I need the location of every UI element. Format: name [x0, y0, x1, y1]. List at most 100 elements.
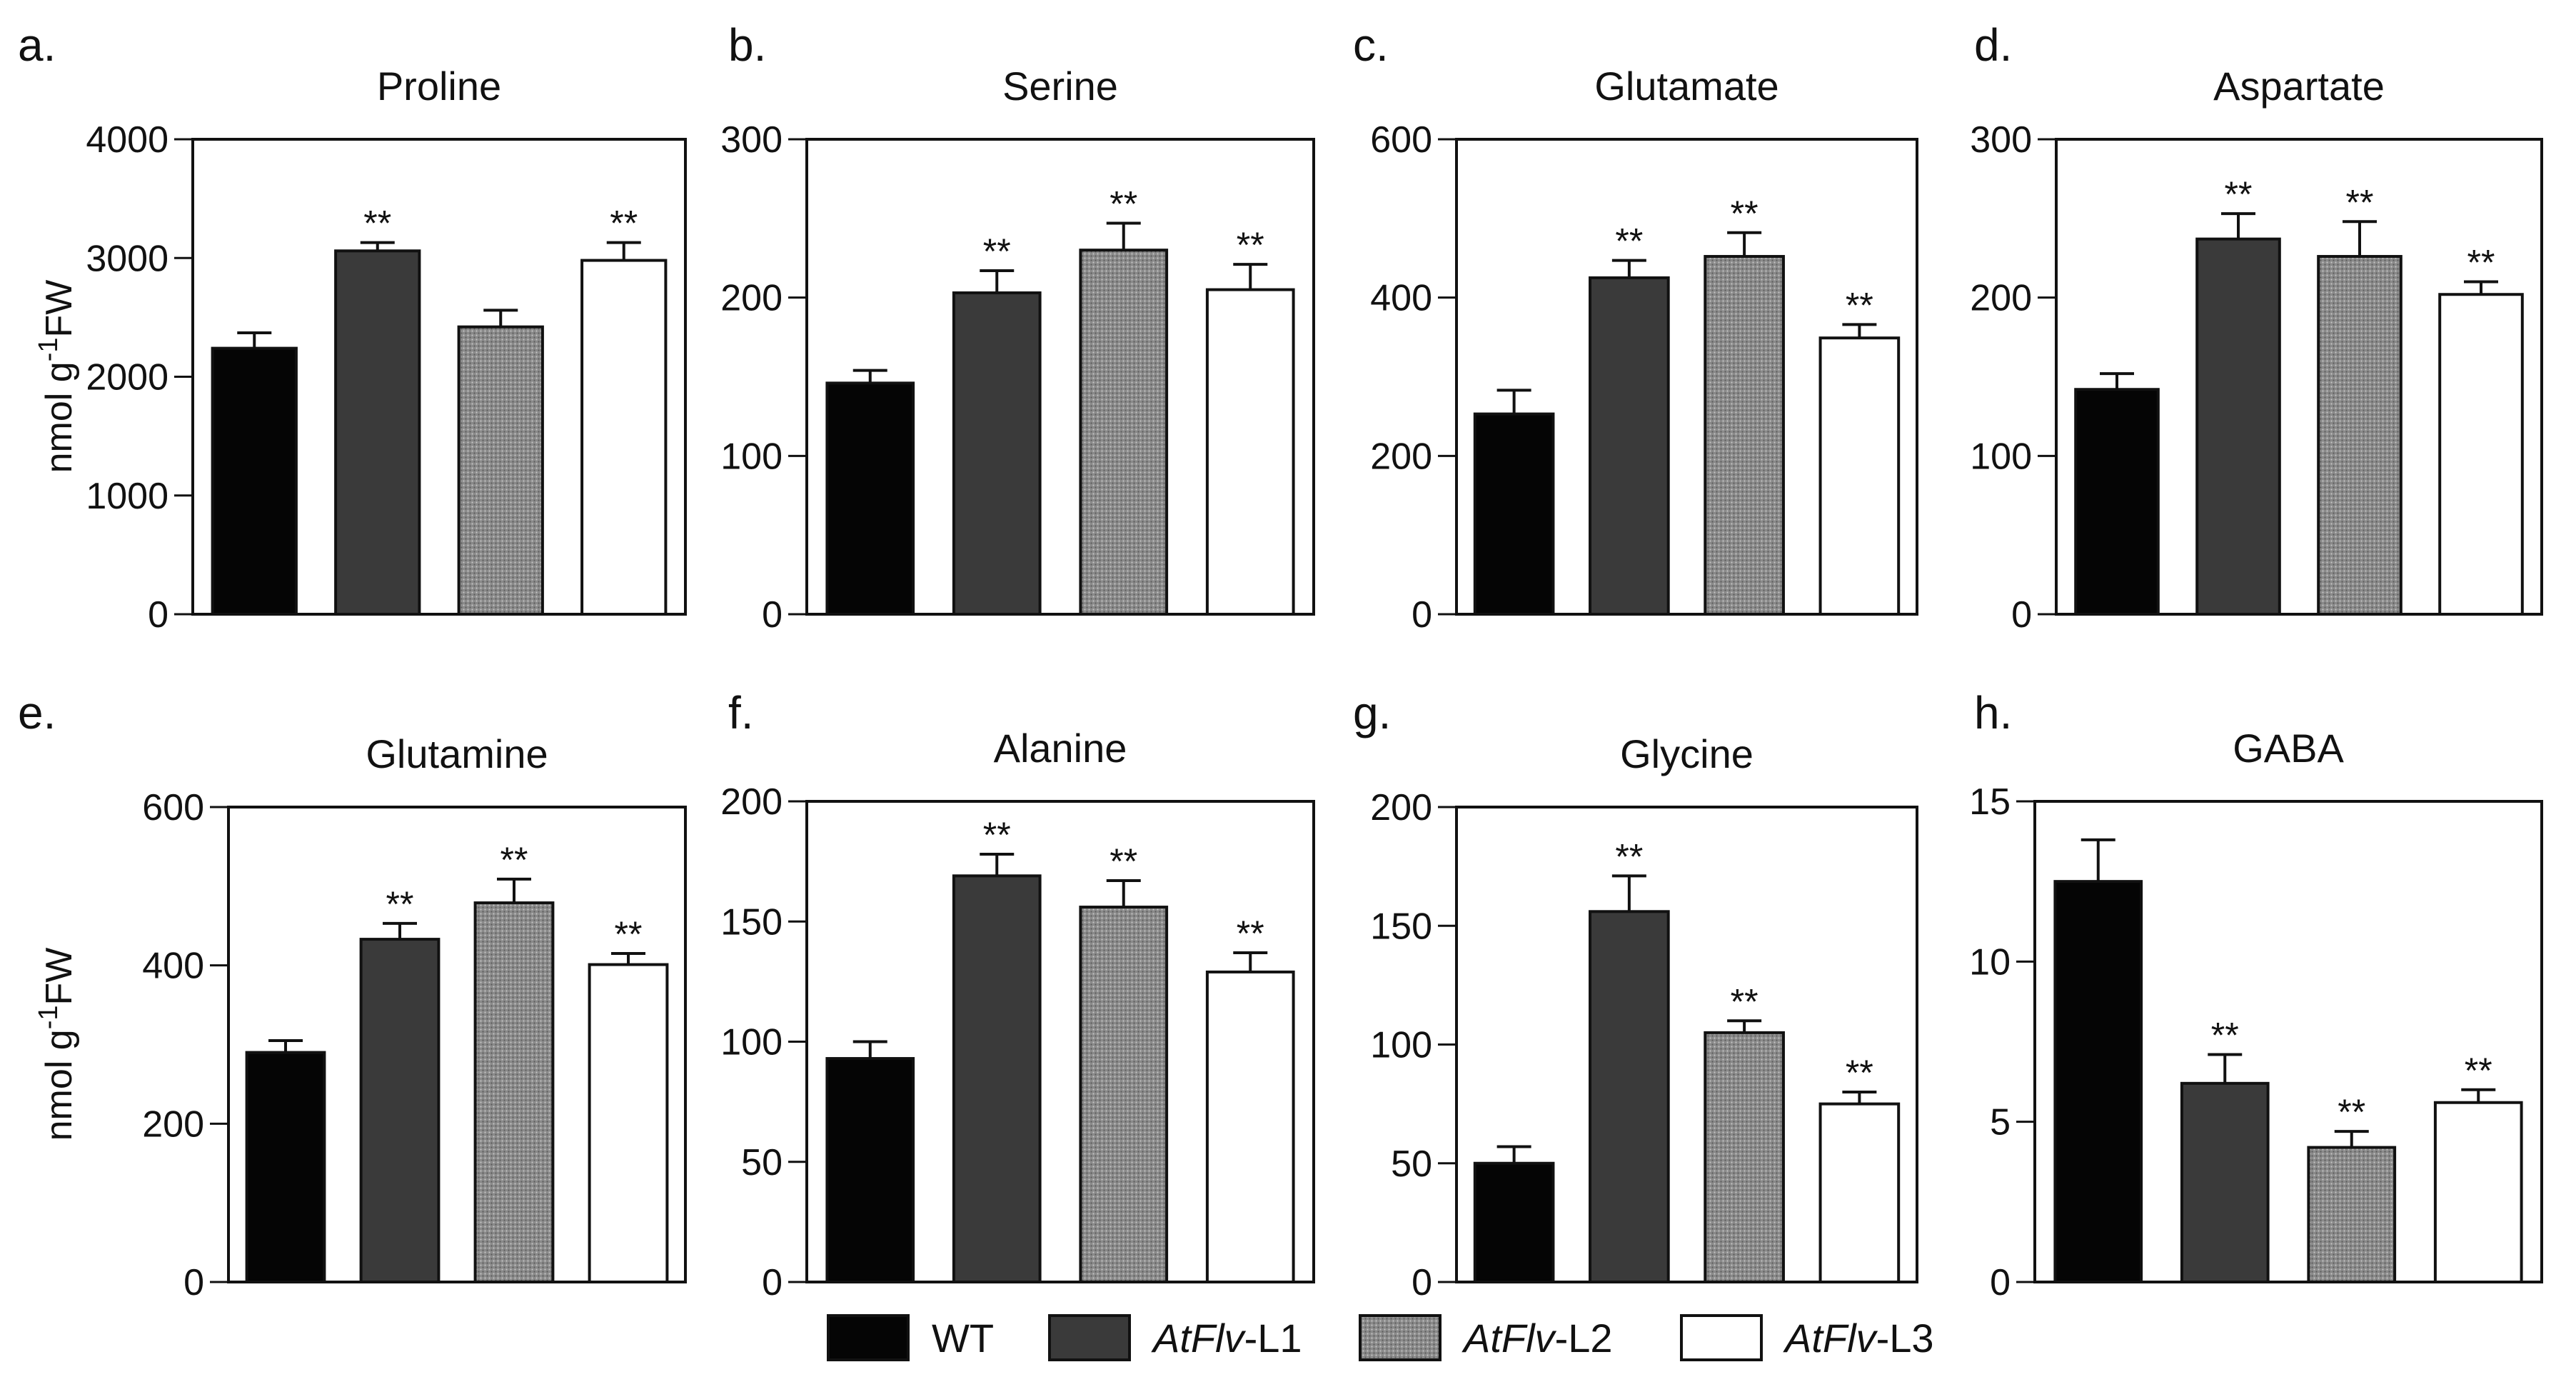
- bar-glycine-wt: [1473, 1161, 1555, 1283]
- significance-label-serine-atflv-l1: **: [983, 231, 1011, 271]
- significance-label-alanine-atflv-l1: **: [983, 815, 1011, 855]
- bar-gaba-atflv-l1: [2180, 1081, 2270, 1283]
- y-tick-label-aspartate-3: 300: [1970, 119, 2032, 161]
- bar-aspartate-atflv-l2: [2317, 255, 2403, 616]
- y-tick-label-gaba-2: 10: [1969, 941, 2011, 983]
- significance-label-glutamine-atflv-l2: **: [500, 840, 528, 880]
- significance-label-serine-atflv-l2: **: [1110, 184, 1137, 224]
- panel-letter-proline: a.: [18, 19, 56, 71]
- panel-title-glutamate: Glutamate: [1594, 64, 1778, 109]
- bar-glutamine-atflv-l3: [588, 963, 669, 1284]
- y-tick-label-glutamine-0: 0: [183, 1262, 204, 1303]
- panel-aspartate: d. Aspartate 0 100 200 300 ** ** **: [1970, 19, 2543, 636]
- significance-label-glutamate-atflv-l3: **: [1846, 285, 1873, 325]
- panel-alanine: f. Alanine 0 50 100 150 200 ** ** **: [720, 687, 1315, 1303]
- bar-glutamate-atflv-l2: [1704, 255, 1785, 616]
- panel-title-proline: Proline: [377, 64, 501, 109]
- legend-label-atflv-l3: AtFlv-L3: [1783, 1316, 1934, 1361]
- bar-gaba-atflv-l3: [2433, 1101, 2523, 1284]
- y-tick-label-glutamate-0: 0: [1412, 594, 1432, 636]
- bar-gaba-wt: [2053, 880, 2143, 1283]
- legend-swatch-atflv-l3: [1680, 1314, 1763, 1361]
- significance-label-glycine-atflv-l3: **: [1846, 1053, 1873, 1093]
- y-tick-label-alanine-4: 200: [720, 781, 783, 823]
- y-tick-label-gaba-0: 0: [1990, 1262, 2011, 1303]
- significance-label-aspartate-atflv-l3: **: [2467, 243, 2495, 283]
- panel-letter-alanine: f.: [728, 687, 754, 738]
- legend-label-atflv-l2: AtFlv-L2: [1461, 1316, 1613, 1361]
- legend-label-wt: WT: [932, 1316, 994, 1361]
- y-tick-label-proline-1: 1000: [86, 476, 168, 517]
- plot-frame-aspartate: [2055, 138, 2543, 616]
- y-tick-label-glycine-0: 0: [1412, 1262, 1432, 1303]
- plot-frame-glutamate: [1455, 138, 1918, 616]
- panel-gaba: h. GABA 0 5 10 15 ** ** **: [1969, 687, 2543, 1303]
- plot-frame-proline: [191, 138, 687, 616]
- significance-label-alanine-atflv-l3: **: [1237, 913, 1264, 953]
- bar-alanine-wt: [825, 1057, 915, 1284]
- panel-title-gaba: GABA: [2233, 726, 2344, 771]
- panel-title-glutamine: Glutamine: [366, 731, 548, 776]
- panel-letter-glutamine: e.: [18, 687, 56, 738]
- bar-aspartate-atflv-l3: [2438, 293, 2524, 616]
- y-tick-label-alanine-3: 150: [720, 901, 783, 943]
- panel-title-alanine: Alanine: [994, 726, 1127, 771]
- y-tick-label-glutamine-2: 400: [142, 946, 204, 987]
- bar-alanine-atflv-l1: [952, 874, 1042, 1283]
- significance-label-alanine-atflv-l2: **: [1110, 841, 1137, 881]
- y-tick-label-serine-2: 200: [720, 278, 783, 319]
- panel-glycine: g. Glycine 0 50 100 150 200 ** ** **: [1353, 687, 1918, 1303]
- bar-glutamate-atflv-l1: [1589, 276, 1670, 616]
- panel-letter-aspartate: d.: [1974, 19, 2012, 71]
- plot-frame-glutamine: [227, 806, 687, 1283]
- bar-alanine-atflv-l2: [1079, 906, 1169, 1284]
- panel-title-glycine: Glycine: [1620, 731, 1754, 776]
- y-tick-label-proline-2: 2000: [86, 357, 168, 399]
- significance-label-proline-atflv-l1: **: [363, 204, 391, 244]
- legend-label-atflv-l1: AtFlv-L1: [1151, 1316, 1302, 1361]
- panel-proline: a. Proline nmol g-1FW 0 1000 2000 3000 4000 ** **: [18, 19, 687, 636]
- y-tick-label-glutamate-3: 600: [1370, 119, 1432, 161]
- y-tick-label-serine-0: 0: [762, 594, 783, 636]
- y-tick-label-gaba-1: 5: [1990, 1102, 2011, 1143]
- y-tick-label-alanine-0: 0: [762, 1262, 783, 1303]
- significance-label-proline-atflv-l3: **: [610, 204, 638, 244]
- bar-glutamine-atflv-l2: [473, 901, 555, 1283]
- panel-letter-serine: b.: [728, 19, 766, 71]
- significance-label-glycine-atflv-l2: **: [1731, 981, 1759, 1021]
- bar-proline-atflv-l2: [457, 325, 544, 616]
- plot-frame-serine: [805, 138, 1315, 616]
- significance-label-glycine-atflv-l1: **: [1615, 836, 1643, 876]
- y-tick-label-alanine-1: 50: [741, 1142, 783, 1183]
- bar-serine-atflv-l1: [952, 291, 1042, 616]
- significance-label-glutamine-atflv-l3: **: [615, 914, 643, 954]
- bar-glycine-atflv-l2: [1704, 1031, 1785, 1283]
- bar-glycine-atflv-l3: [1818, 1102, 1901, 1283]
- bar-glutamine-atflv-l1: [359, 938, 441, 1283]
- significance-label-gaba-atflv-l3: **: [2465, 1051, 2492, 1091]
- panel-letter-glycine: g.: [1353, 687, 1391, 738]
- bar-proline-atflv-l1: [334, 249, 421, 616]
- significance-label-serine-atflv-l3: **: [1237, 225, 1264, 265]
- legend-swatch-atflv-l2: [1359, 1314, 1442, 1361]
- significance-label-aspartate-atflv-l1: **: [2225, 174, 2253, 214]
- bar-glycine-atflv-l1: [1589, 910, 1670, 1284]
- plot-frame-alanine: [805, 800, 1315, 1283]
- panel-serine: b. Serine 0 100 200 300 ** ** **: [720, 19, 1315, 636]
- y-tick-label-glutamine-1: 200: [142, 1103, 204, 1145]
- significance-label-gaba-atflv-l1: **: [2211, 1015, 2239, 1055]
- panel-title-serine: Serine: [1002, 64, 1118, 109]
- panel-letter-gaba: h.: [1974, 687, 2012, 738]
- y-tick-label-glycine-3: 150: [1370, 906, 1432, 947]
- panel-letter-glutamate: c.: [1353, 19, 1389, 71]
- y-tick-label-proline-0: 0: [148, 594, 168, 636]
- y-tick-label-glutamate-2: 400: [1370, 278, 1432, 319]
- bar-glutamine-wt: [245, 1051, 326, 1284]
- bar-serine-wt: [825, 381, 915, 616]
- bar-proline-atflv-l3: [580, 259, 668, 616]
- y-tick-label-glutamate-1: 200: [1370, 436, 1432, 477]
- significance-label-gaba-atflv-l2: **: [2338, 1092, 2365, 1132]
- y-tick-label-serine-1: 100: [720, 436, 783, 477]
